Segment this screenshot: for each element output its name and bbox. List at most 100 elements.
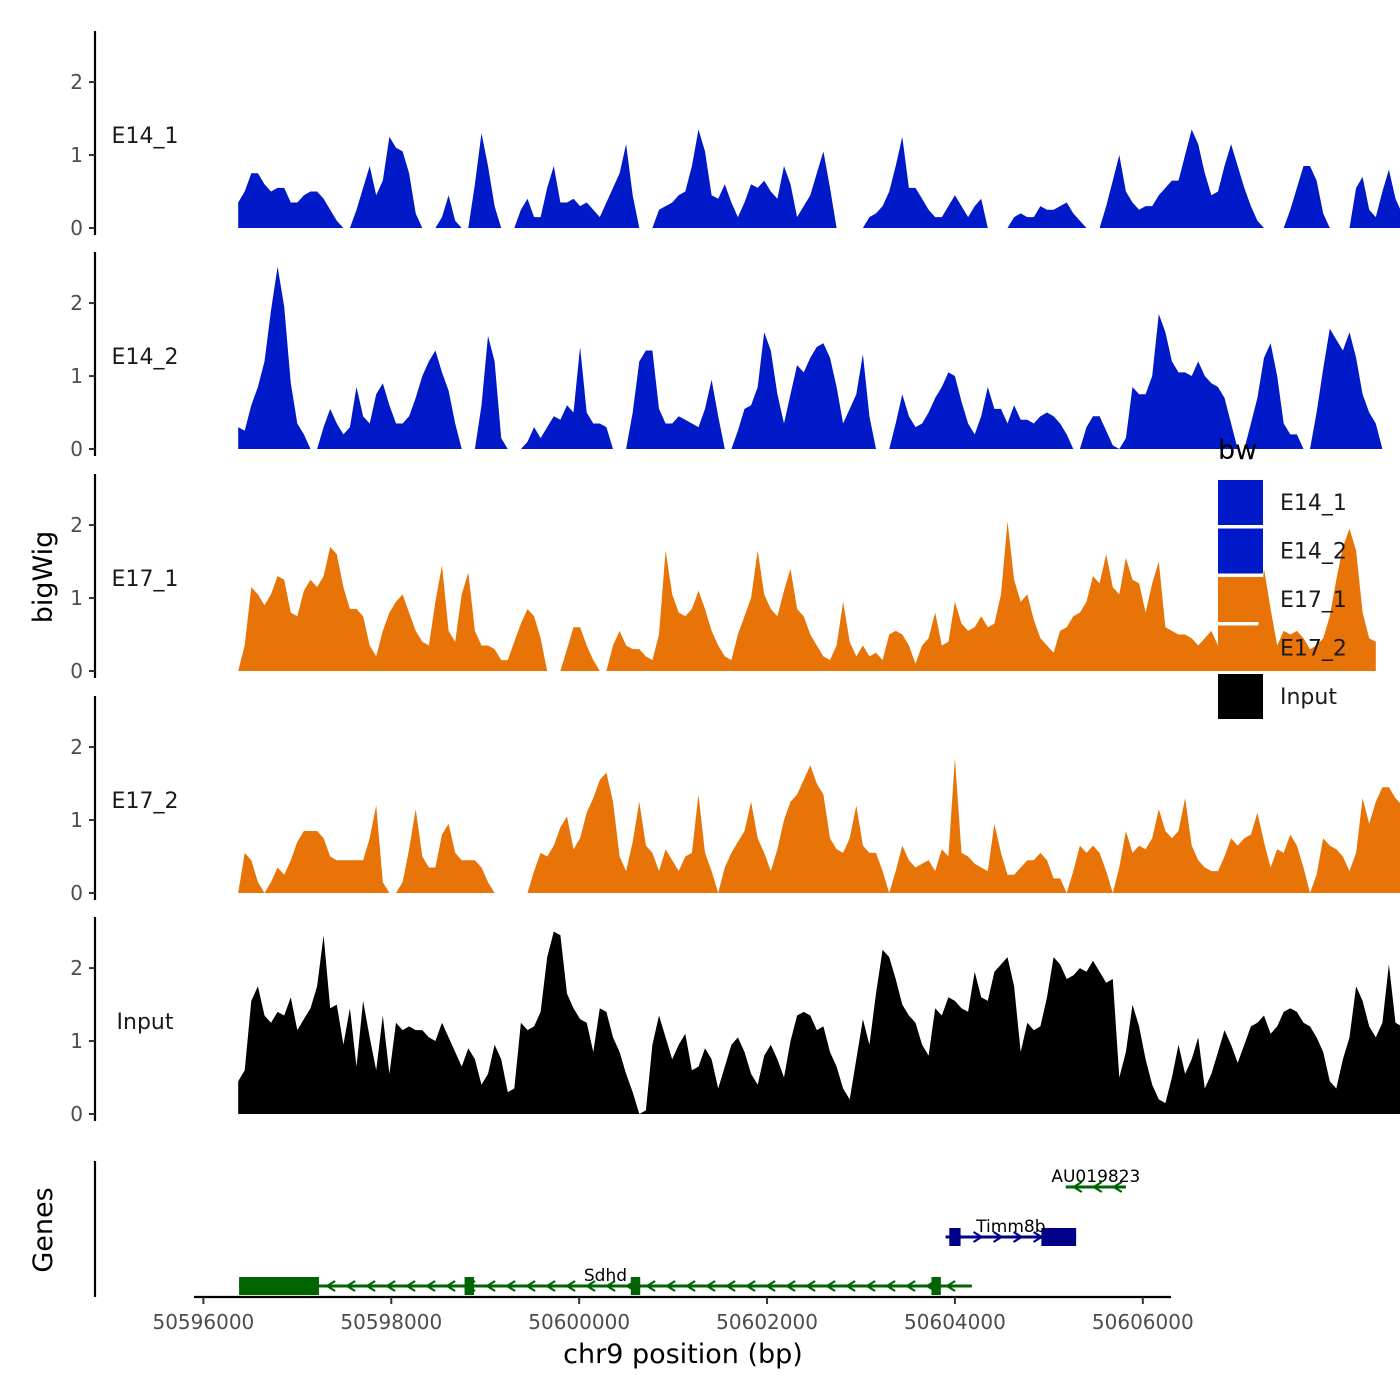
series-area-E17_2 bbox=[238, 758, 1400, 893]
series-area-E14_1 bbox=[238, 129, 1400, 228]
strand-chevron bbox=[1091, 1181, 1103, 1193]
legend-title: bw bbox=[1218, 435, 1257, 466]
gene-Sdhd: Sdhd bbox=[239, 1266, 972, 1295]
strand-chevron bbox=[365, 1280, 376, 1292]
series-area-Input bbox=[238, 931, 1400, 1114]
gene-AU019823: AU019823 bbox=[1051, 1167, 1140, 1193]
legend-swatch-E14_2 bbox=[1218, 528, 1263, 574]
track-Input: 0 1 2 Input bbox=[70, 917, 1400, 1126]
x-tick-label: 50606000 bbox=[1092, 1310, 1194, 1334]
strand-chevron bbox=[545, 1280, 556, 1292]
strand-chevron bbox=[765, 1280, 776, 1292]
legend-swatch-E17_2 bbox=[1218, 625, 1263, 671]
track-label: E17_1 bbox=[112, 567, 179, 592]
genes-axis-title: Genes bbox=[28, 1187, 59, 1272]
strand-chevron bbox=[685, 1280, 696, 1292]
strand-chevron bbox=[705, 1280, 716, 1292]
strand-chevron bbox=[825, 1280, 836, 1292]
y-tick-label: 2 bbox=[70, 956, 83, 980]
gene-exon bbox=[630, 1277, 641, 1295]
strand-chevron bbox=[1071, 1181, 1083, 1193]
x-axis-title: chr9 position (bp) bbox=[563, 1339, 803, 1370]
strand-chevron bbox=[585, 1280, 596, 1292]
y-tick-label: 0 bbox=[70, 437, 83, 461]
track-label: E17_2 bbox=[112, 789, 179, 814]
legend-label: E17_1 bbox=[1280, 588, 1347, 613]
y-tick-label: 0 bbox=[70, 881, 83, 905]
legend-label: E17_2 bbox=[1280, 637, 1347, 662]
strand-chevron bbox=[385, 1280, 396, 1292]
legend: bw E14_1 E14_2 E17_1 E17_2 Input bbox=[1218, 435, 1347, 719]
gene-label: AU019823 bbox=[1051, 1167, 1140, 1187]
y-tick-label: 1 bbox=[70, 143, 83, 167]
y-tick-label: 1 bbox=[70, 364, 83, 388]
series-area-E17_1 bbox=[238, 521, 1376, 671]
track-E17_1: 0 1 2 E17_1 bbox=[70, 474, 1376, 683]
strand-chevron bbox=[1111, 1181, 1123, 1193]
y-tick-label: 2 bbox=[70, 291, 83, 315]
legend-swatch-Input bbox=[1218, 674, 1263, 719]
gene-exon bbox=[1041, 1228, 1077, 1246]
y-tick-label: 0 bbox=[70, 659, 83, 683]
strand-chevron bbox=[345, 1280, 356, 1292]
gene-track: Sdhd Timm8b AU019823 bbox=[93, 1161, 1140, 1297]
x-tick-label: 50600000 bbox=[528, 1310, 630, 1334]
strand-chevron bbox=[992, 1231, 1004, 1243]
y-tick-label: 1 bbox=[70, 586, 83, 610]
track-label: E14_1 bbox=[112, 124, 179, 149]
y-tick-label: 0 bbox=[70, 216, 83, 240]
y-tick-label: 2 bbox=[70, 70, 83, 94]
strand-chevron bbox=[665, 1280, 676, 1292]
legend-label: Input bbox=[1280, 685, 1337, 710]
legend-label: E14_2 bbox=[1280, 540, 1347, 565]
y-tick-label: 0 bbox=[70, 1102, 83, 1126]
strand-chevron bbox=[405, 1280, 416, 1292]
strand-chevron bbox=[865, 1280, 876, 1292]
strand-chevron bbox=[325, 1280, 336, 1292]
track-E14_2: 0 1 2 E14_2 bbox=[70, 252, 1383, 461]
strand-chevron bbox=[425, 1280, 436, 1292]
legend-swatch-E17_1 bbox=[1218, 577, 1263, 622]
gene-exon bbox=[464, 1277, 474, 1295]
gene-label: Timm8b bbox=[975, 1217, 1045, 1237]
y-tick-label: 2 bbox=[70, 735, 83, 759]
track-E14_1: 0 1 2 E14_1 bbox=[70, 31, 1400, 240]
gene-exon bbox=[949, 1228, 961, 1246]
legend-label: E14_1 bbox=[1280, 491, 1347, 516]
track-label: Input bbox=[117, 1010, 174, 1035]
strand-chevron bbox=[785, 1280, 796, 1292]
strand-chevron bbox=[845, 1280, 856, 1292]
y-tick-label: 1 bbox=[70, 1029, 83, 1053]
strand-chevron bbox=[725, 1280, 736, 1292]
strand-chevron bbox=[885, 1280, 896, 1292]
legend-swatch-E14_1 bbox=[1218, 480, 1263, 525]
x-tick-label: 50602000 bbox=[716, 1310, 818, 1334]
gene-exon bbox=[239, 1277, 319, 1295]
y-tick-label: 2 bbox=[70, 513, 83, 537]
strand-chevron bbox=[485, 1280, 496, 1292]
strand-chevron bbox=[565, 1280, 576, 1292]
y-axis-title: bigWig bbox=[28, 531, 59, 624]
track-label: E14_2 bbox=[112, 345, 179, 370]
series-area-E14_2 bbox=[238, 266, 1383, 449]
strand-chevron bbox=[605, 1280, 616, 1292]
strand-chevron bbox=[505, 1280, 516, 1292]
strand-chevron bbox=[945, 1280, 956, 1292]
strand-chevron bbox=[745, 1280, 756, 1292]
strand-chevron bbox=[1012, 1231, 1024, 1243]
strand-chevron bbox=[445, 1280, 456, 1292]
x-tick-label: 50596000 bbox=[152, 1310, 254, 1334]
x-tick-label: 50604000 bbox=[904, 1310, 1006, 1334]
y-tick-label: 1 bbox=[70, 808, 83, 832]
strand-chevron bbox=[972, 1231, 984, 1243]
coverage-tracks: 0 1 2 E14_1 0 1 2 E14_2 0 1 2 E17_1 0 1 2 E17_2 0 1 2 Input bbox=[70, 31, 1400, 1126]
strand-chevron bbox=[645, 1280, 656, 1292]
x-axis: 50596000 50598000 50600000 50602000 50604000… bbox=[152, 1295, 1194, 1334]
gene-Timm8b: Timm8b bbox=[945, 1217, 1077, 1246]
track-E17_2: 0 1 2 E17_2 bbox=[70, 696, 1400, 905]
x-tick-label: 50598000 bbox=[340, 1310, 442, 1334]
gene-label: Sdhd bbox=[584, 1266, 627, 1286]
strand-chevron bbox=[805, 1280, 816, 1292]
strand-chevron bbox=[525, 1280, 536, 1292]
